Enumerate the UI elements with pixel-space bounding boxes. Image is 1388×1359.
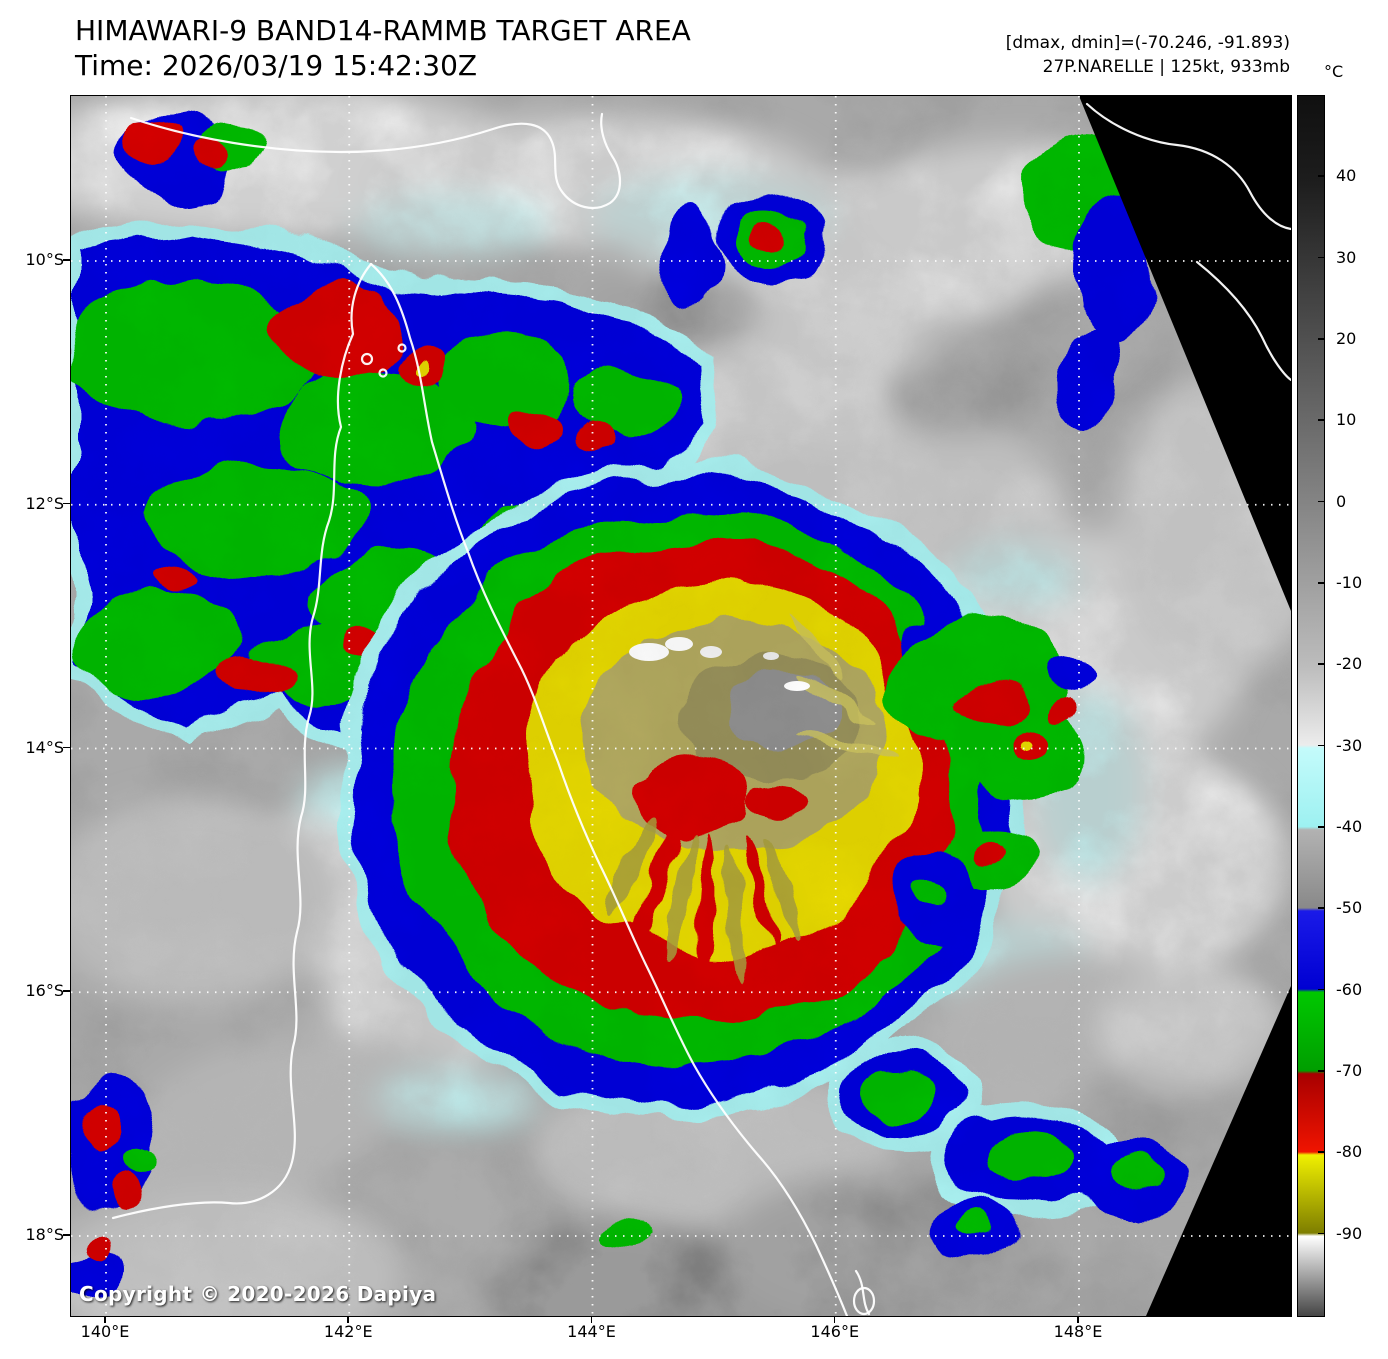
copyright-watermark: Copyright © 2020-2026 Dapiya — [79, 1282, 437, 1306]
colorbar-tick — [1318, 500, 1324, 503]
lon-tick — [1077, 1316, 1079, 1323]
colorbar-tick — [1318, 256, 1324, 259]
lon-tick — [347, 1316, 349, 1323]
colorbar-tick-label: 10 — [1336, 410, 1357, 430]
colorbar-tick — [1318, 419, 1324, 421]
lat-label: 14°S — [25, 737, 64, 757]
lon-label: 140°E — [80, 1322, 130, 1341]
colorbar-tick-label: -90 — [1336, 1223, 1363, 1243]
colorbar-tick-label: 40 — [1336, 166, 1357, 186]
colorbar-unit-label: °C — [1324, 62, 1344, 81]
lat-tick — [63, 746, 70, 749]
colorbar-tick — [1318, 175, 1324, 177]
colorbar-tick — [1318, 1151, 1324, 1153]
lat-label: 10°S — [25, 250, 64, 269]
product-title: HIMAWARI-9 BAND14-RAMMB TARGET AREA — [75, 14, 691, 47]
colorbar-tick — [1318, 1070, 1324, 1072]
colorbar-tick — [1318, 1232, 1324, 1235]
storm-info: 27P.NARELLE | 125kt, 933mb — [1042, 57, 1290, 77]
temperature-colorbar — [1297, 95, 1325, 1317]
lat-tick — [63, 259, 70, 261]
colorbar-tick — [1318, 907, 1324, 909]
satellite-map: Copyright © 2020-2026 Dapiya — [70, 95, 1292, 1317]
lat-tick — [63, 502, 70, 505]
colorbar-tick-label: 30 — [1336, 247, 1357, 267]
lon-tick — [104, 1316, 106, 1323]
lat-tick — [63, 990, 70, 992]
colorbar-tick — [1318, 826, 1324, 828]
colorbar-tick-label: -70 — [1336, 1061, 1363, 1080]
colorbar-tick-label: -30 — [1336, 735, 1363, 755]
lon-label: 142°E — [323, 1322, 373, 1341]
coastline-nodata — [1085, 102, 1291, 382]
lon-tick — [833, 1316, 836, 1323]
colorbar-tick-label: 0 — [1336, 491, 1347, 511]
colorbar-tick-label: -60 — [1336, 979, 1363, 999]
colorbar-tick — [1318, 338, 1324, 340]
lat-label: 12°S — [25, 493, 64, 513]
lon-label: 146°E — [810, 1322, 860, 1341]
dmax-dmin-readout: [dmax, dmin]=(-70.246, -91.893) — [1005, 33, 1290, 53]
colorbar-tick — [1318, 582, 1324, 584]
colorbar-tick-label: 20 — [1336, 329, 1357, 348]
colorbar-tick — [1318, 988, 1324, 991]
colorbar-tick — [1318, 744, 1324, 747]
colorbar-tick-label: -10 — [1336, 573, 1363, 592]
coastline — [111, 112, 876, 1316]
lat-label: 18°S — [25, 1225, 64, 1244]
satellite-image — [71, 96, 1291, 1316]
colorbar-tick-label: -40 — [1336, 817, 1363, 836]
lon-label: 144°E — [567, 1322, 616, 1341]
lat-label: 16°S — [25, 981, 64, 1001]
lat-tick — [63, 1234, 70, 1236]
product-time: Time: 2026/03/19 15:42:30Z — [75, 49, 478, 82]
map-grid — [71, 96, 1291, 1316]
colorbar-tick-label: -20 — [1336, 654, 1363, 674]
lon-tick — [590, 1316, 593, 1323]
colorbar-tick-label: -80 — [1336, 1142, 1363, 1162]
colorbar-tick — [1318, 663, 1324, 665]
colorbar-tick-label: -50 — [1336, 898, 1363, 918]
scan-swath — [71, 96, 1291, 1316]
lon-label: 148°E — [1053, 1322, 1103, 1341]
